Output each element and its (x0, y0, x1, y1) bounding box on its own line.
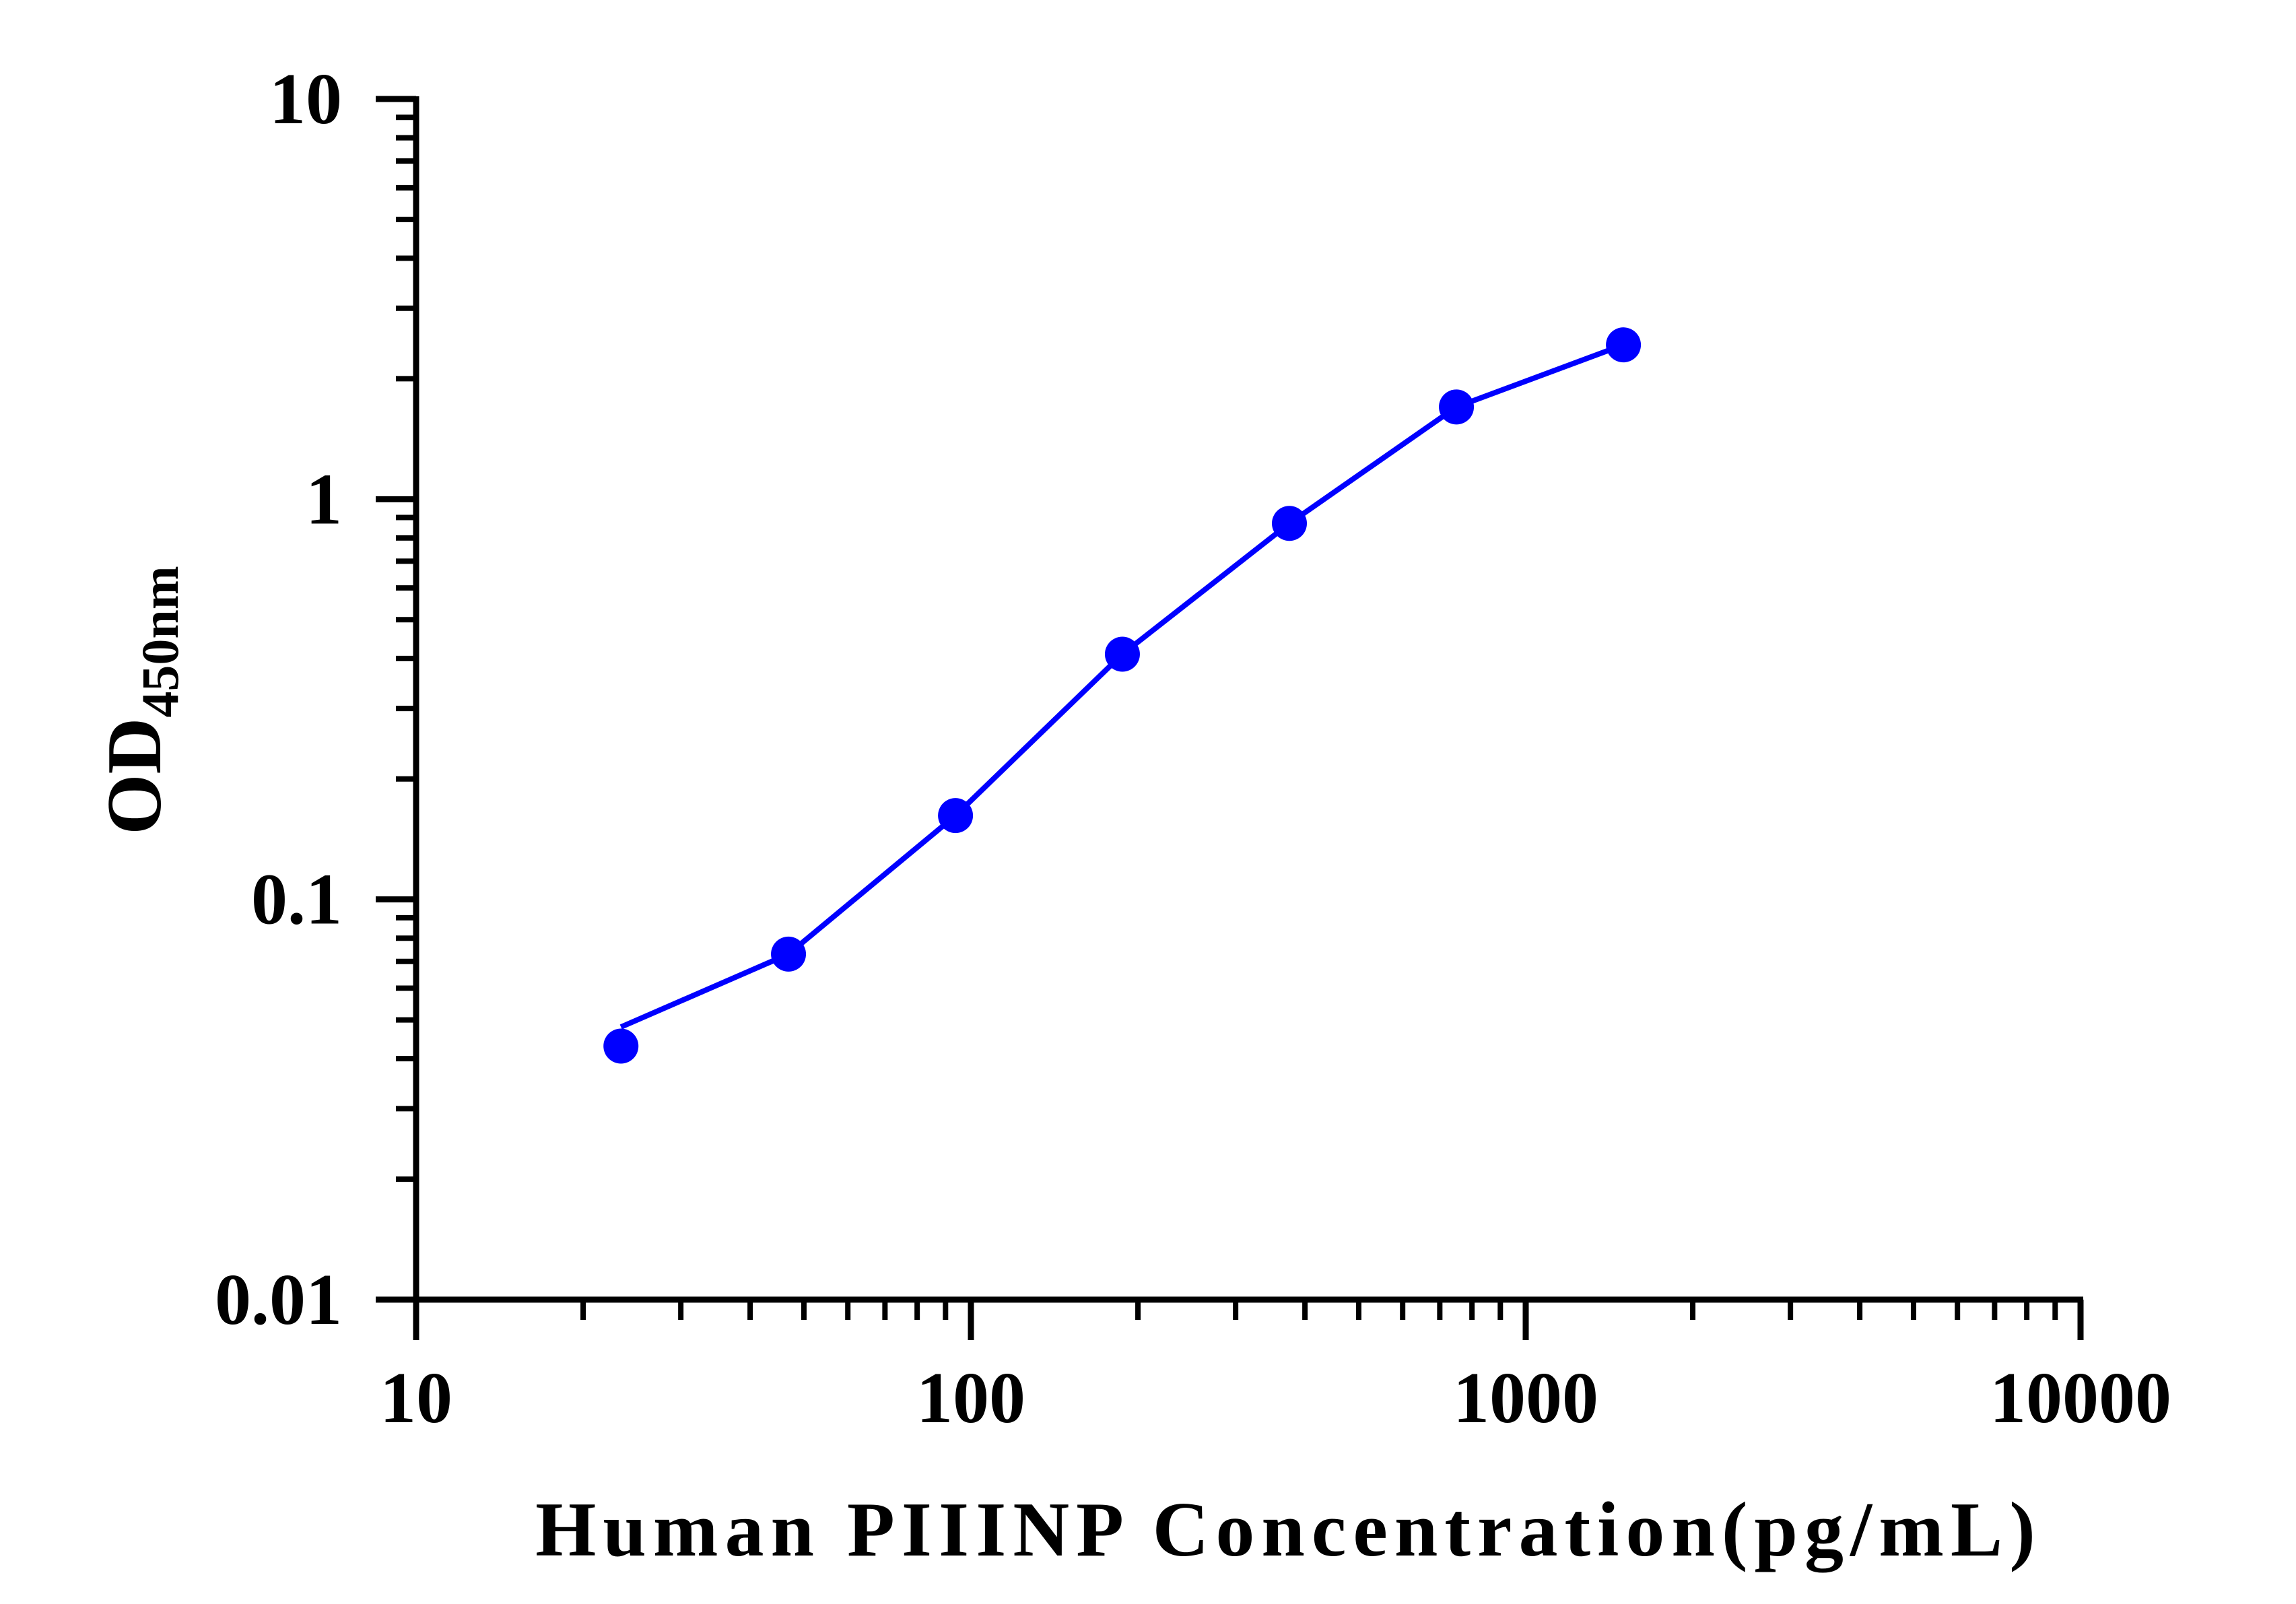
data-point (1439, 389, 1475, 425)
y-tick-label: 10 (269, 59, 342, 139)
x-axis-title: Human PIIINP Concentration(pg/mL) (535, 1487, 2042, 1573)
x-tick-label: 10000 (1990, 1358, 2171, 1438)
y-tick-label: 0.1 (251, 860, 342, 940)
y-axis-title: OD450nm (92, 566, 189, 834)
tick-labels: 10 100 1000 10000 0.01 0.1 1 10 (215, 59, 2171, 1438)
data-point (1272, 506, 1308, 541)
y-axis-title-subscript: 450nm (131, 566, 189, 717)
data-point (938, 798, 974, 834)
axes (413, 96, 2083, 1303)
y-tick-label: 1 (306, 459, 342, 539)
y-tick-label: 0.01 (215, 1260, 342, 1340)
series-line (619, 342, 1625, 1030)
data-point (1104, 636, 1140, 672)
y-axis-title-main: OD (92, 718, 178, 835)
x-tick-label: 1000 (1453, 1358, 1598, 1438)
axis-ticks (376, 96, 2084, 1340)
x-tick-label: 10 (380, 1358, 452, 1438)
data-point (1606, 327, 1642, 363)
data-point (603, 1028, 639, 1064)
x-tick-label: 100 (916, 1358, 1025, 1438)
data-point (771, 936, 807, 972)
series-layer (603, 327, 1642, 1064)
